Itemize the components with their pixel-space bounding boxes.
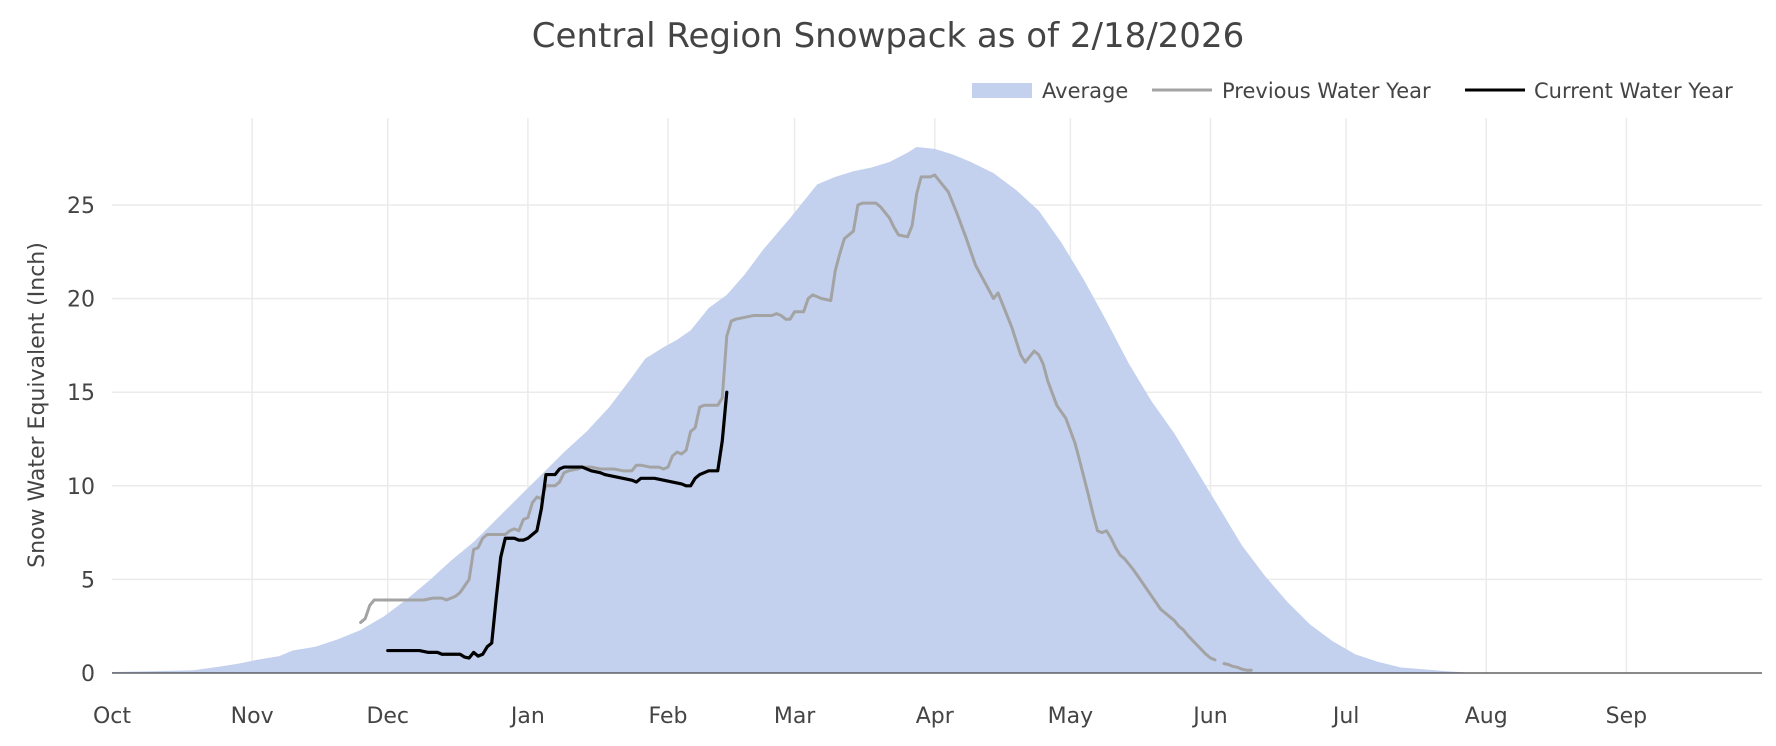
x-tick-label-oct: Oct: [93, 704, 131, 729]
x-tick-label-may: May: [1048, 704, 1093, 729]
x-tick-label-nov: Nov: [231, 704, 274, 729]
average-area-layer: [112, 146, 1762, 674]
legend-item-previous-water-year[interactable]: Previous Water Year: [1152, 79, 1431, 103]
x-tick-label-sep: Sep: [1606, 704, 1647, 729]
average-area: [112, 146, 1762, 674]
current-water-year-line-segment-1: [386, 390, 729, 660]
x-tick-label-jan: Jan: [509, 704, 545, 729]
legend-label-previous-water-year: Previous Water Year: [1222, 79, 1431, 103]
x-tick-labels: Oct Nov Dec Jan Feb Mar Apr May Jun Jul Aug Sep: [93, 704, 1647, 729]
y-tick-label-10: 10: [67, 475, 95, 500]
previous-water-year-line-segment-1: [359, 173, 1217, 662]
x-tick-label-jun: Jun: [1191, 704, 1227, 729]
y-tick-label-0: 0: [81, 662, 95, 687]
previous-water-year-line-segment-2: [1222, 662, 1253, 672]
legend-swatch-average: [972, 83, 1032, 98]
y-tick-label-25: 25: [67, 194, 95, 219]
y-tick-label-5: 5: [81, 568, 95, 593]
y-axis-title: Snow Water Equivalent (Inch): [25, 242, 50, 568]
legend-item-average[interactable]: Average: [972, 79, 1128, 103]
legend-label-average: Average: [1042, 79, 1128, 103]
chart-title: Central Region Snowpack as of 2/18/2026: [532, 16, 1244, 56]
x-tick-label-aug: Aug: [1465, 704, 1508, 729]
x-tick-label-feb: Feb: [649, 704, 688, 729]
y-tick-label-15: 15: [67, 381, 95, 406]
series-line-layer: [359, 173, 1253, 672]
x-tick-label-dec: Dec: [366, 704, 409, 729]
x-tick-label-apr: Apr: [916, 704, 955, 729]
x-tick-label-mar: Mar: [774, 704, 816, 729]
legend-item-current-water-year[interactable]: Current Water Year: [1465, 79, 1733, 103]
y-tick-label-20: 20: [67, 288, 95, 313]
x-tick-label-jul: Jul: [1331, 704, 1360, 729]
legend-label-current-water-year: Current Water Year: [1534, 79, 1733, 103]
y-tick-labels: 0 5 10 15 20 25: [67, 194, 95, 687]
legend[interactable]: Average Previous Water Year Current Wate…: [972, 79, 1733, 103]
